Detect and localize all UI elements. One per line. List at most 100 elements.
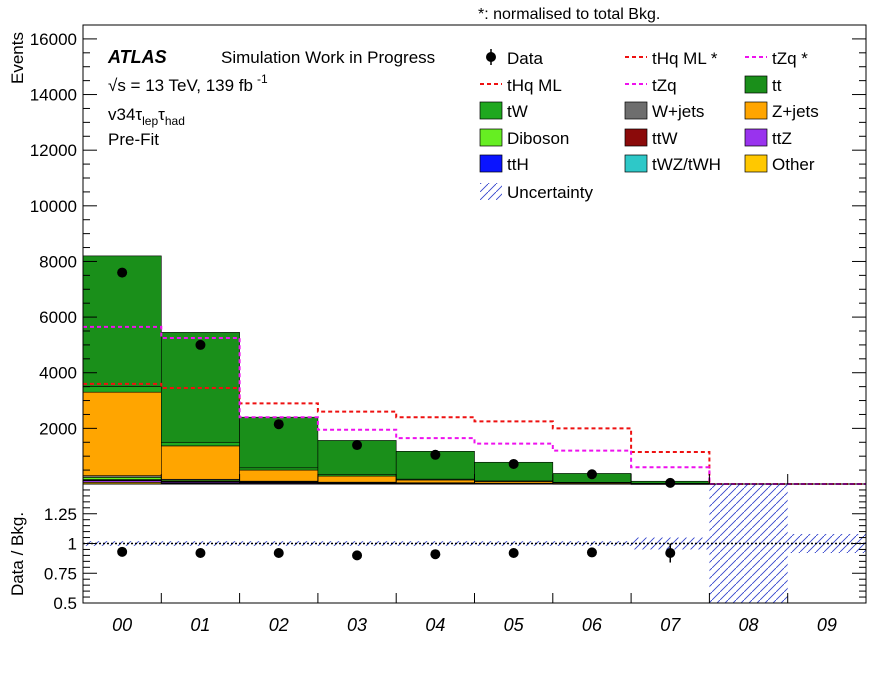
legend-label: W+jets <box>652 102 704 121</box>
ratio-y-tick-label: 1 <box>68 535 77 554</box>
legend-label: tWZ/tWH <box>652 155 721 174</box>
bar-zjets <box>318 476 396 482</box>
data-point <box>665 478 675 488</box>
legend-label: Other <box>772 155 815 174</box>
y-tick-label: 6000 <box>39 308 77 327</box>
channel-prefix: v34τ <box>108 105 142 124</box>
legend-item-other: Other <box>745 155 815 174</box>
data-point <box>509 459 519 469</box>
data-point <box>430 450 440 460</box>
atlas-label: ATLAS <box>107 47 167 67</box>
legend-label: Data <box>507 49 543 68</box>
legend-hatch <box>480 183 502 200</box>
legend-label: tW <box>507 102 528 121</box>
y-tick-label: 16000 <box>30 30 77 49</box>
x-tick-label: 04 <box>425 615 445 635</box>
legend-label: Z+jets <box>772 102 819 121</box>
legend-swatch <box>480 102 502 119</box>
legend-label: ttZ <box>772 129 792 148</box>
bar-tw <box>240 468 318 470</box>
data-point <box>274 419 284 429</box>
legend-swatch <box>480 129 502 146</box>
legend-item-twztwh: tWZ/tWH <box>625 155 721 174</box>
ratio-point <box>117 547 127 557</box>
legend-swatch <box>480 155 502 172</box>
bar-tw <box>161 442 239 446</box>
status-label: Simulation Work in Progress <box>221 48 435 67</box>
ratio-point <box>352 550 362 560</box>
ratio-y-tick-label: 1.25 <box>44 505 77 524</box>
x-tick-label: 02 <box>269 615 289 635</box>
header-note: *: normalised to total Bkg. <box>478 6 660 23</box>
legend-item-tt: tt <box>745 76 782 95</box>
legend-swatch <box>745 76 767 93</box>
legend-label: ttW <box>652 129 678 148</box>
main-ylabel: Events <box>8 32 27 84</box>
x-tick-label: 01 <box>190 615 210 635</box>
data-point <box>117 268 127 278</box>
fit-label: Pre-Fit <box>108 130 159 149</box>
ratio-y-tick-label: 0.5 <box>53 594 77 613</box>
legend-swatch <box>745 155 767 172</box>
y-tick-label: 4000 <box>39 364 77 383</box>
y-tick-label: 8000 <box>39 252 77 271</box>
ratio-point <box>274 548 284 558</box>
legend-label: tt <box>772 76 782 95</box>
y-tick-label: 2000 <box>39 419 77 438</box>
channel-sub1: lep <box>142 114 158 128</box>
bar-zjets <box>161 446 239 479</box>
legend-item-ttz: ttZ <box>745 129 792 148</box>
x-tick-label: 07 <box>660 615 681 635</box>
legend-swatch <box>625 129 647 146</box>
legend-label: tHq ML * <box>652 49 718 68</box>
data-point <box>352 440 362 450</box>
legend-item-zjets: Z+jets <box>745 102 819 121</box>
legend-item-tth: ttH <box>480 155 529 174</box>
legend: Data tHq ML * tZq * tHq ML tZq tt tW W+jets Z+je… <box>480 49 819 202</box>
data-point <box>195 340 205 350</box>
legend-label: tZq <box>652 76 677 95</box>
legend-label: tHq ML <box>507 76 562 95</box>
bar-tw <box>83 387 161 393</box>
legend-label: tZq * <box>772 49 808 68</box>
x-tick-label: 05 <box>504 615 525 635</box>
y-tick-label: 10000 <box>30 197 77 216</box>
ratio-point <box>430 549 440 559</box>
bar-zjets <box>240 470 318 481</box>
ratio-y-tick-label: 0.75 <box>44 564 77 583</box>
legend-label: Uncertainty <box>507 183 593 202</box>
legend-label: Diboson <box>507 129 569 148</box>
y-tick-label: 12000 <box>30 141 77 160</box>
legend-item-ttw: ttW <box>625 129 678 148</box>
legend-item-tzq: tZq * <box>745 49 808 68</box>
legend-item-tzq: tZq <box>625 76 677 95</box>
bar-zjets <box>83 392 161 475</box>
energy-text: √s = 13 TeV, 139 fb <box>108 76 253 95</box>
legend-item-tw: tW <box>480 102 528 121</box>
ratio-ylabel: Data / Bkg. <box>8 512 27 596</box>
legend-swatch <box>745 102 767 119</box>
x-tick-label: 00 <box>112 615 132 635</box>
ratio-point <box>587 547 597 557</box>
legend-swatch <box>745 129 767 146</box>
legend-label: ttH <box>507 155 529 174</box>
legend-item-data: Data <box>486 49 543 68</box>
bar-zjets <box>396 480 474 483</box>
energy-sup: -1 <box>257 72 268 86</box>
y-tick-label: 14000 <box>30 86 77 105</box>
legend-item-wjets: W+jets <box>625 102 704 121</box>
legend-swatch <box>625 102 647 119</box>
uncertainty-band <box>475 541 553 546</box>
legend-item-diboson: Diboson <box>480 129 569 148</box>
legend-item-thqml: tHq ML * <box>625 49 718 68</box>
channel-label: v34τlepτhad <box>108 105 185 128</box>
ratio-point <box>195 548 205 558</box>
x-tick-label: 08 <box>739 615 759 635</box>
legend-item-thqml: tHq ML <box>480 76 562 95</box>
legend-item-uncertainty: Uncertainty <box>480 183 593 202</box>
ratio-point <box>665 548 675 558</box>
channel-sub2: had <box>165 114 185 128</box>
